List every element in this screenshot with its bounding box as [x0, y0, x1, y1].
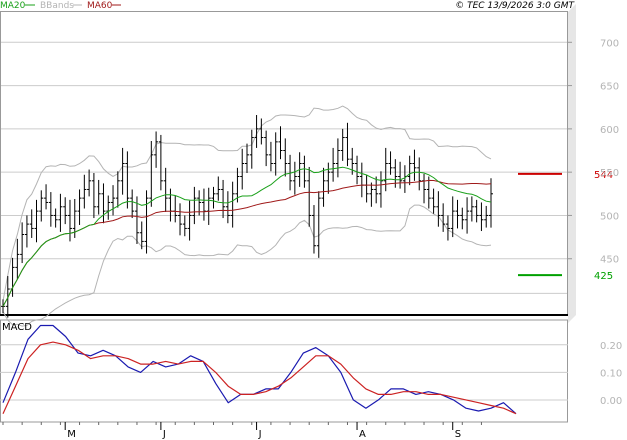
price-tick-label: 650	[600, 82, 619, 93]
macd-tick-label: 0.10	[600, 368, 622, 379]
price-tick-label: 700	[600, 38, 619, 49]
macd-tick-label: 0.00	[600, 396, 622, 407]
price-tick-label: 450	[600, 255, 619, 266]
axis-bevel	[568, 4, 576, 323]
axis-panel	[568, 0, 627, 440]
price-tick-label: 500	[600, 211, 619, 222]
x-tick-label: M	[67, 429, 76, 440]
ma20-line	[2, 166, 492, 307]
x-tick-label: J	[258, 429, 262, 440]
macd-series-0	[2, 324, 517, 415]
x-tick-label: S	[455, 429, 461, 440]
macd-frame	[0, 319, 568, 423]
legend-bbands: BBands	[40, 1, 74, 11]
copyright-label: © TEC 13/9/2026 3:0 GMT	[455, 1, 575, 11]
price-frame	[0, 11, 568, 315]
bband-upper	[2, 105, 492, 302]
macd-title: MACD	[2, 322, 32, 333]
price-tick-label: 550	[600, 168, 619, 179]
legend-ma20: MA20	[0, 1, 26, 11]
level-label-1: 425	[594, 271, 613, 282]
price-tick-label: 600	[600, 125, 619, 136]
x-tick-label: A	[359, 429, 366, 440]
macd-tick-label: 0.20	[600, 341, 622, 352]
ma60-line	[2, 179, 492, 307]
x-tick-label: J	[162, 429, 166, 440]
macd-series-1	[2, 341, 517, 415]
legend-ma60: MA60	[87, 1, 113, 11]
bband-lower	[2, 204, 492, 327]
level-label-0: 544	[594, 170, 613, 181]
